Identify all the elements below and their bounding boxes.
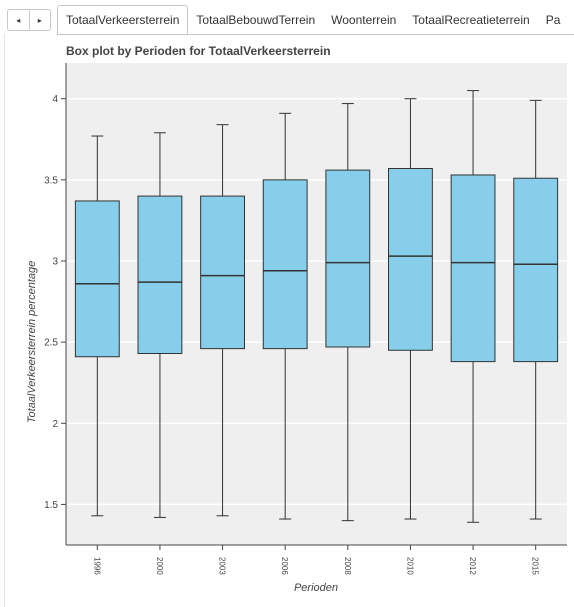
- tab-list: TotaalVerkeersterrein TotaalBebouwdTerre…: [57, 5, 574, 35]
- box-2015: [513, 99, 559, 520]
- x-tick-label: 2006: [280, 557, 289, 575]
- panel-left-border: [4, 34, 5, 607]
- iqr-box: [262, 179, 308, 350]
- iqr-box: [137, 195, 183, 354]
- y-tick-label: 2.5: [44, 338, 58, 349]
- tab-woonterrein[interactable]: Woonterrein: [331, 13, 397, 27]
- y-tick-label: 3: [52, 256, 58, 267]
- iqr-box: [513, 177, 559, 363]
- iqr-box: [74, 200, 120, 358]
- tab-scroll-right-button[interactable]: ▸: [28, 10, 51, 30]
- boxes: [74, 90, 559, 523]
- iqr-box: [325, 169, 371, 348]
- tab-divider: [57, 34, 574, 35]
- y-tick-label: 2: [52, 419, 58, 430]
- x-tick-label: 2012: [468, 557, 477, 575]
- box-2008: [325, 103, 371, 522]
- y-axis-title: TotaalVerkeersterrein percentage: [26, 261, 38, 423]
- box-2003: [200, 124, 245, 517]
- chart-title: Box plot by Perioden for TotaalVerkeerst…: [66, 44, 331, 58]
- tab-totaalbebouwdterrein[interactable]: TotaalBebouwdTerrein: [196, 13, 316, 27]
- box-2006: [262, 112, 308, 520]
- tab-bar: ◂ ▸ TotaalVerkeersterrein TotaalBebouwdT…: [0, 0, 574, 38]
- x-tick-label: 2000: [155, 557, 164, 575]
- tab-truncated[interactable]: Pa: [545, 13, 561, 27]
- tab-scroll-left-button[interactable]: ◂: [8, 10, 29, 30]
- box-1996: [74, 135, 120, 517]
- y-tick-label: 1.5: [44, 500, 58, 511]
- iqr-box: [200, 195, 245, 350]
- box-plot-chart: Box plot by Perioden for TotaalVerkeerst…: [26, 44, 567, 594]
- tab-totaalrecreatieterrein[interactable]: TotaalRecreatieterrein: [412, 13, 530, 27]
- x-axis-title: Perioden: [294, 582, 338, 594]
- box-2000: [137, 132, 183, 518]
- y-tick-label: 4: [52, 94, 58, 105]
- tab-scroll-controls: ◂ ▸: [7, 9, 51, 31]
- iqr-box: [388, 167, 433, 351]
- x-tick-label: 2003: [218, 557, 227, 575]
- tab-totaalverkeersterrein[interactable]: TotaalVerkeersterrein: [57, 5, 189, 35]
- x-tick-label: 2008: [343, 557, 352, 575]
- y-tick-label: 3.5: [44, 175, 58, 186]
- axes: 1.5 2 2.5 3 3.5 4 1996 2000 2003 2006 2008 2010 2012…: [44, 63, 567, 575]
- caret-left-icon: ◂: [16, 15, 21, 25]
- x-tick-label: 2010: [405, 557, 414, 575]
- iqr-box: [450, 174, 496, 363]
- box-2012: [450, 90, 496, 523]
- x-tick-label: 2015: [531, 557, 540, 575]
- caret-right-icon: ▸: [37, 15, 42, 25]
- box-2010: [388, 98, 433, 520]
- x-tick-label: 1996: [92, 557, 101, 575]
